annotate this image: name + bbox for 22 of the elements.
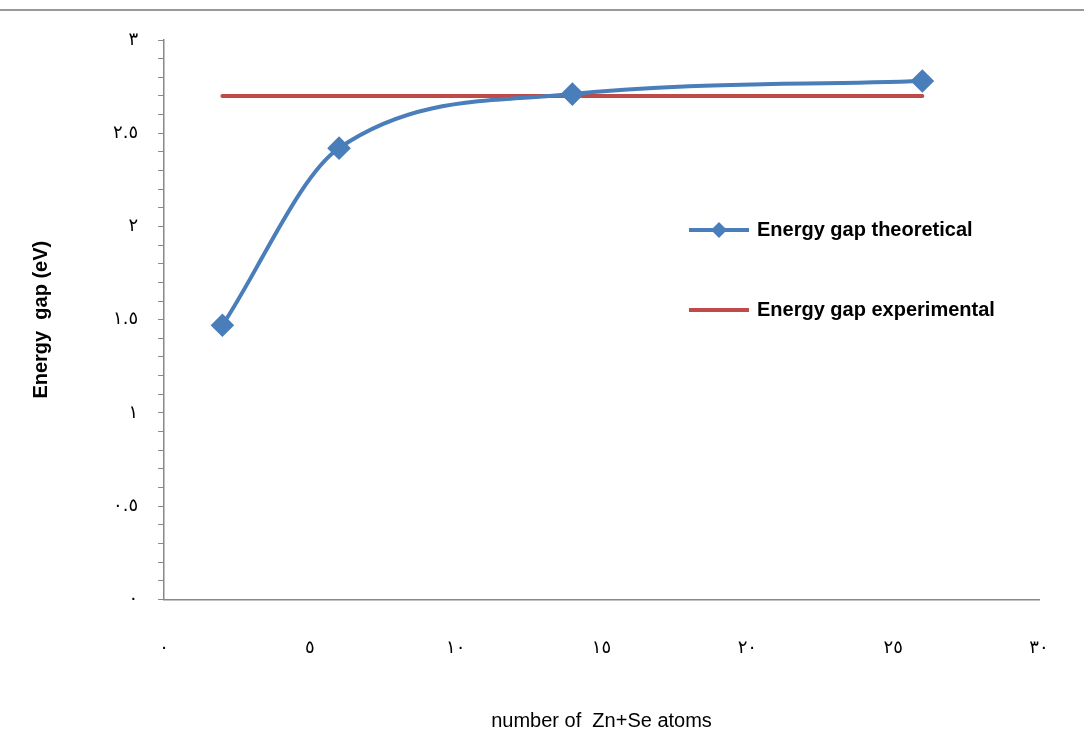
point (211, 314, 234, 337)
legend-label: Energy gap theoretical (757, 217, 973, 240)
legend-label: Energy gap experimental (757, 297, 995, 320)
x-tick-label: ٠ (159, 635, 169, 657)
x-tick-label: ١٥ (591, 635, 612, 657)
x-axis-title: number of Zn+Se atoms (491, 708, 712, 731)
y-tick-label: ١ (128, 400, 139, 422)
y-tick-label: ٢ (128, 214, 139, 236)
y-tick-label: ١.٥ (113, 307, 139, 329)
y-tick-label: ٣ (128, 27, 139, 49)
y-axis-title: Energy gap (eV) (28, 240, 51, 399)
x-tick-label: ٣٠ (1029, 635, 1049, 657)
y-tick-label: ٠ (128, 587, 139, 609)
x-tick-label: ٥ (305, 635, 315, 657)
point (328, 137, 351, 160)
y-tick-label: ٢.٥ (113, 120, 139, 142)
x-tick-label: ٢٥ (883, 635, 903, 657)
point (911, 70, 934, 93)
y-tick-label: ٠.٥ (113, 493, 139, 515)
x-tick-label: ٢٠ (737, 635, 758, 657)
x-tick-label: ١٠ (446, 635, 466, 657)
point (561, 83, 584, 106)
